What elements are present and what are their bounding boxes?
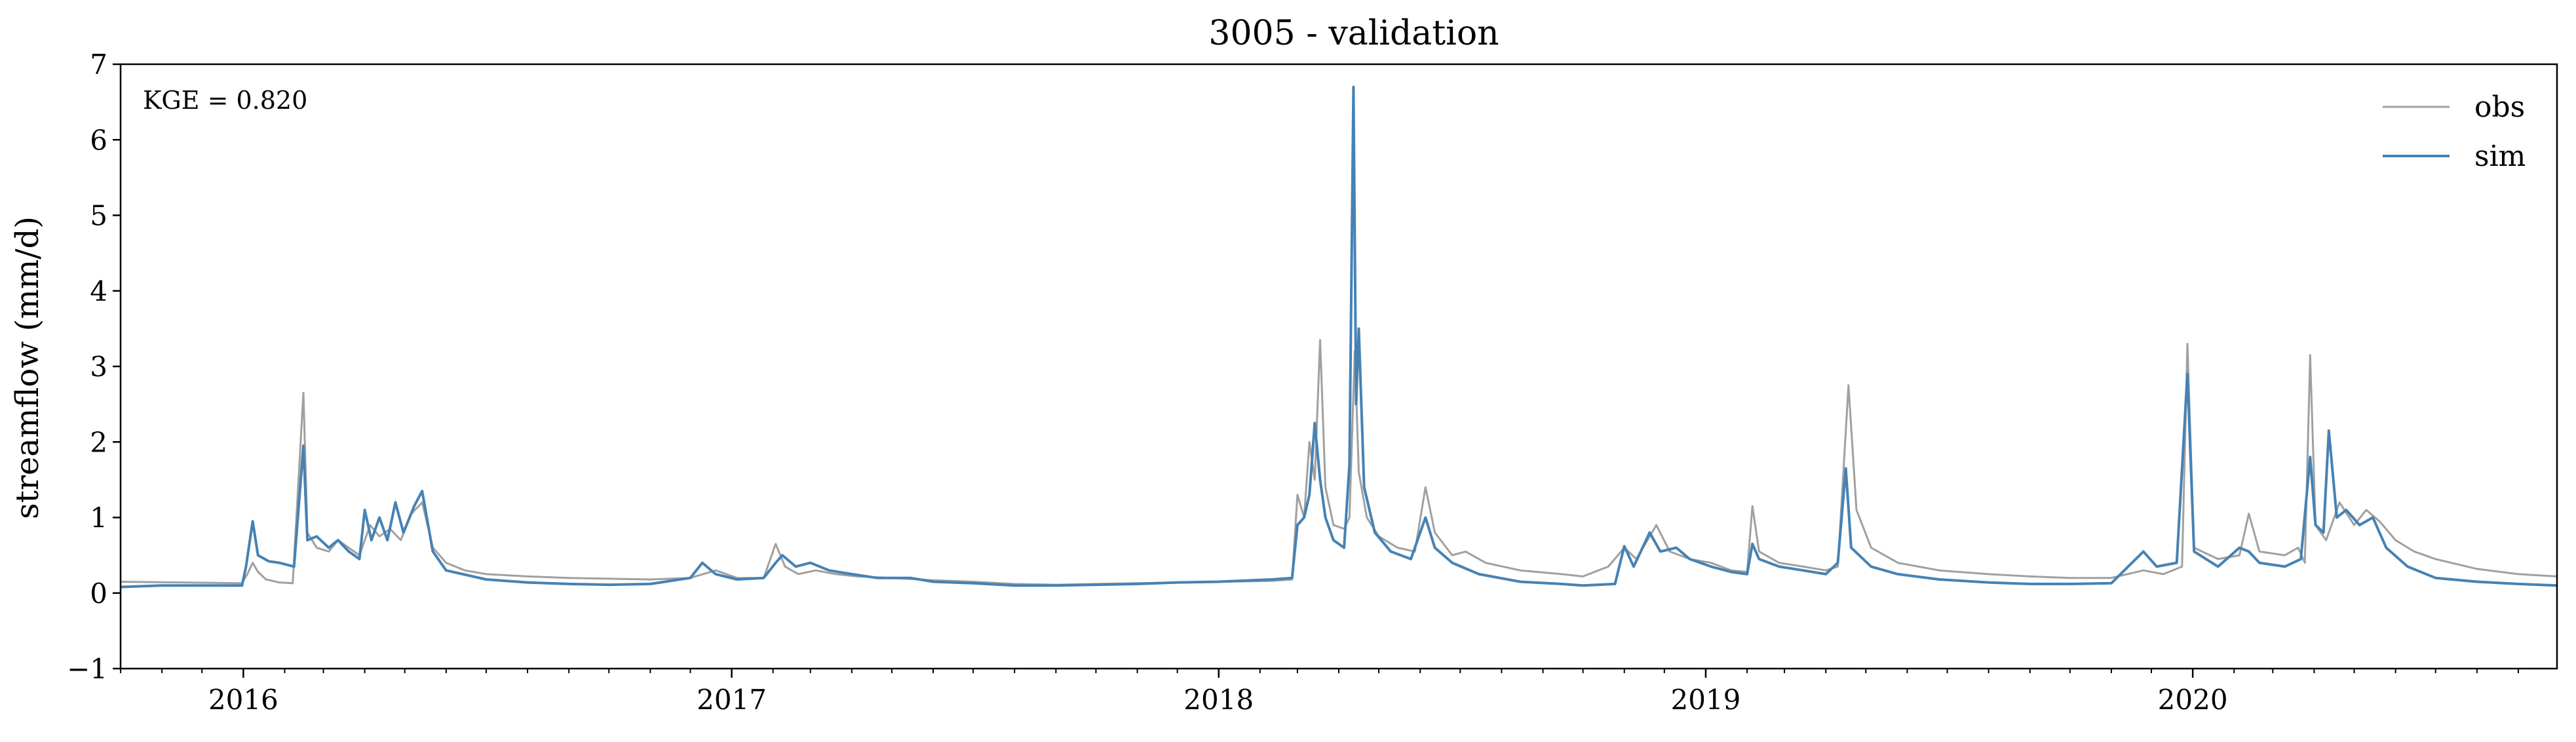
y-tick-label: 5 <box>90 200 107 232</box>
x-tick-label: 2020 <box>2158 684 2228 716</box>
series-line-sim <box>121 87 2557 587</box>
series-layer <box>121 87 2557 587</box>
x-tick-label: 2019 <box>1670 684 1740 716</box>
y-tick-label: 4 <box>90 275 107 307</box>
y-tick-label: 6 <box>90 124 107 156</box>
y-tick-label: −1 <box>67 653 107 685</box>
y-axis-title: streamflow (mm/d) <box>9 216 46 519</box>
legend-label-sim: sim <box>2474 140 2526 173</box>
y-tick-label: 2 <box>90 426 107 458</box>
y-tick-label: 0 <box>90 577 107 610</box>
chart-title: 3005 - validation <box>1208 14 1499 53</box>
y-axis: −1 0 1 2 3 4 5 6 7 <box>67 49 121 685</box>
x-tick-label: 2016 <box>208 684 279 716</box>
kge-annotation: KGE = 0.820 <box>143 86 307 115</box>
x-tick-label: 2018 <box>1183 684 1254 716</box>
x-tick-label: 2017 <box>697 684 767 716</box>
y-tick-label: 1 <box>90 502 107 534</box>
y-tick-label: 3 <box>90 351 107 383</box>
plot-frame <box>121 64 2557 669</box>
y-tick-label: 7 <box>90 49 107 81</box>
plot-area <box>121 64 2557 669</box>
x-axis: 2016 2017 2018 2019 2020 <box>121 669 2518 716</box>
legend: obs sim <box>2383 90 2526 173</box>
legend-label-obs: obs <box>2474 90 2525 124</box>
